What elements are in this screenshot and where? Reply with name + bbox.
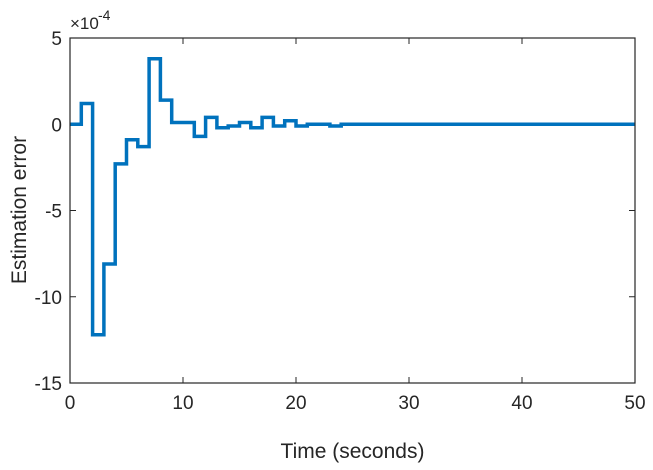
y-exponent: -4 <box>98 7 111 23</box>
y-tick-label: 0 <box>51 115 62 136</box>
y-tick-label: -15 <box>35 374 62 395</box>
axis-tick-labels: 0 10 20 30 40 50 -15 -10 -5 0 5 <box>35 29 646 414</box>
x-tick-label: 20 <box>285 393 306 414</box>
x-tick-label: 30 <box>398 393 419 414</box>
y-axis-label: Estimation error <box>8 136 31 284</box>
x-tick-label: 0 <box>65 393 76 414</box>
y-tick-label: -5 <box>45 202 62 223</box>
y-tick-label: -10 <box>35 288 62 309</box>
y-exponent-base: ×10 <box>70 14 99 33</box>
x-tick-label: 10 <box>172 393 193 414</box>
plot-area-background <box>70 38 635 383</box>
y-tick-label: 5 <box>51 29 62 50</box>
series-line <box>70 56 635 337</box>
plot-box <box>69 37 636 384</box>
x-tick-label: 50 <box>624 393 645 414</box>
x-axis-label: Time (seconds) <box>281 440 425 463</box>
x-tick-label: 40 <box>511 393 532 414</box>
